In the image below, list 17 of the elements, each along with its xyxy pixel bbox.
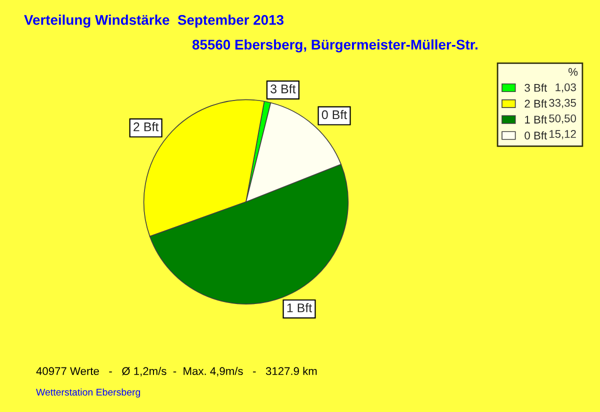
legend-label: 1 Bft	[525, 115, 547, 124]
text: 40977 Werte - Ø 1,2m/s - Max. 4,9m/s - 3127.9 km	[36, 366, 317, 376]
data-label: 15,12	[549, 130, 576, 140]
legend-label: 0 Bft	[524, 131, 547, 140]
chart-subtitle: 85560 Ebersberg, Bürgermeister-Müller-Str.	[192, 39, 478, 52]
slice-label: 3 Bft	[270, 84, 296, 94]
data-label: 33,35	[549, 98, 576, 108]
slice-label: 1 Bft	[287, 303, 312, 312]
slice-label: 0 Bft	[322, 110, 348, 120]
data-label: 1,03	[556, 83, 576, 93]
text: Wetterstation Ebersberg	[36, 388, 140, 398]
legend-label: 2 Bft	[524, 100, 547, 108]
data-label: 50,50	[549, 114, 576, 124]
legend-title: %	[568, 68, 578, 76]
chart-title: Verteilung Windstärke September 2013	[24, 14, 284, 28]
legend-label: 3 Bft	[524, 84, 547, 92]
slice-label: 2 Bft	[134, 122, 159, 132]
